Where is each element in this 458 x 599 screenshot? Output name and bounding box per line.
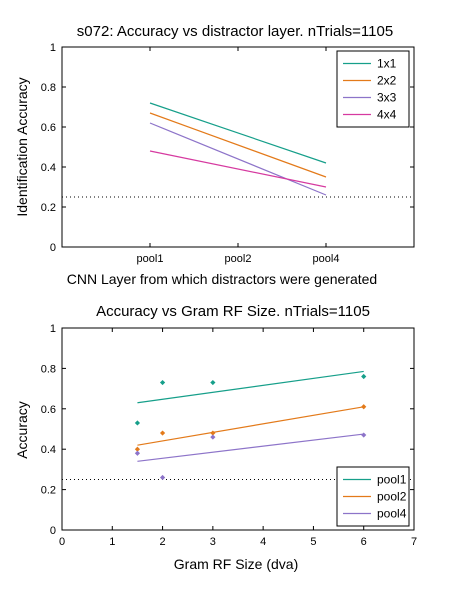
- y-tick-label: 0.2: [41, 202, 56, 214]
- y-tick-label: 0.8: [41, 82, 56, 94]
- data-point-pool1: [361, 373, 367, 380]
- chart-bottom-legend: pool1 pool2 pool4: [336, 466, 410, 527]
- x-tick-label: pool2: [225, 253, 252, 265]
- data-point-pool4: [361, 432, 367, 438]
- fit-line-pool1: [137, 370, 364, 404]
- data-point-pool2: [361, 404, 367, 410]
- x-tick-label: pool4: [313, 253, 340, 265]
- data-point-pool4: [210, 434, 216, 440]
- series-line-2x2: [149, 112, 327, 178]
- y-tick-label: 0.6: [41, 404, 56, 416]
- data-point-pool4: [134, 450, 141, 456]
- y-tick-label: 1: [50, 42, 56, 54]
- x-tick-label: 0: [59, 536, 65, 548]
- y-tick-label: 0: [50, 525, 56, 537]
- fit-line-pool4: [137, 433, 364, 462]
- chart-bottom-title: Accuracy vs Gram RF Size. nTrials=1105: [96, 303, 370, 320]
- series-line-4x4: [149, 150, 327, 188]
- chart-bottom-ylabel: Accuracy: [14, 401, 30, 459]
- y-tick-label: 0.4: [41, 444, 56, 456]
- y-tick-label: 0.4: [41, 162, 56, 174]
- chart-top-series: [149, 102, 327, 196]
- legend-label-pool2: pool2: [377, 490, 407, 504]
- x-tick-label: 1: [109, 536, 115, 548]
- chart-top-xlabel: CNN Layer from which distractors were ge…: [67, 271, 377, 287]
- legend-label-3x3: 3x3: [377, 91, 397, 105]
- chart-bottom-xlabel: Gram RF Size (dva): [174, 556, 298, 572]
- chart-top-legend: 1x1 2x2 3x3 4x4: [336, 50, 410, 128]
- legend-label-pool4: pool4: [377, 507, 407, 521]
- chart-bottom-series: [134, 370, 367, 481]
- data-point-pool1: [210, 379, 216, 386]
- x-tick-label: pool1: [137, 253, 164, 265]
- data-point-pool1: [159, 379, 166, 386]
- y-tick-label: 0: [50, 242, 56, 254]
- y-tick-label: 0.2: [41, 485, 56, 497]
- data-point-pool2: [210, 430, 216, 436]
- data-point-pool4: [159, 474, 166, 481]
- x-tick-label: 2: [160, 536, 166, 548]
- legend-label-4x4: 4x4: [377, 108, 397, 122]
- y-tick-label: 1: [50, 323, 56, 335]
- legend-label-2x2: 2x2: [377, 74, 397, 88]
- y-tick-label: 0.6: [41, 122, 56, 134]
- x-tick-label: 7: [411, 536, 417, 548]
- legend-label-pool1: pool1: [377, 473, 407, 487]
- x-tick-label: 3: [210, 536, 216, 548]
- chart-top-ylabel: Identification Accuracy: [14, 77, 30, 216]
- legend-label-1x1: 1x1: [377, 57, 397, 71]
- legend-box: [336, 50, 410, 128]
- data-point-pool2: [134, 446, 141, 452]
- fit-line-pool2: [137, 406, 364, 446]
- x-tick-label: 5: [310, 536, 316, 548]
- y-tick-label: 0.8: [41, 363, 56, 375]
- data-point-pool1: [134, 420, 141, 426]
- series-line-3x3: [149, 122, 327, 196]
- chart-bottom: Accuracy vs Gram RF Size. nTrials=1105 0…: [14, 303, 417, 572]
- chart-bottom-ticks: 0 0.2 0.4 0.6 0.8 1 0 1 2 3 4 5 6 7: [41, 323, 417, 548]
- chart-top-ticks: 0 0.2 0.4 0.6 0.8 1 pool1 pool2 pool4: [41, 42, 414, 265]
- series-line-1x1: [149, 102, 327, 164]
- data-point-pool2: [159, 430, 166, 436]
- x-tick-label: 4: [260, 536, 266, 548]
- chart-top-title: s072: Accuracy vs distractor layer. nTri…: [77, 23, 393, 40]
- chart-top: s072: Accuracy vs distractor layer. nTri…: [14, 23, 415, 287]
- x-tick-label: 6: [361, 536, 367, 548]
